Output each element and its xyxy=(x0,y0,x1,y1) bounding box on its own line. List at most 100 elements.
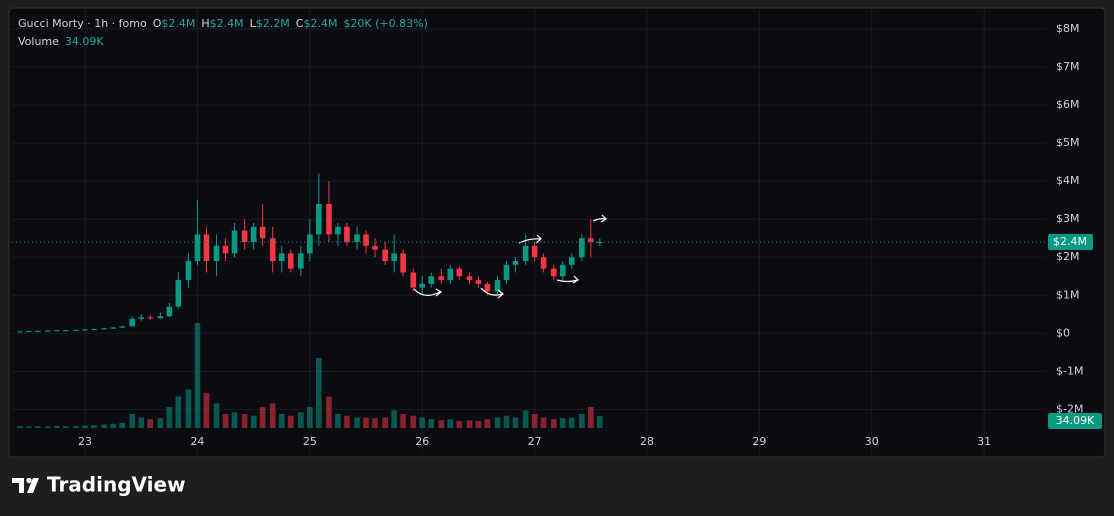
candle-body xyxy=(157,316,164,319)
candle-body xyxy=(269,238,276,262)
volume-bar xyxy=(175,396,182,428)
volume-bar xyxy=(466,420,473,428)
volume-bar xyxy=(335,414,341,428)
candle-body xyxy=(110,327,116,329)
volume-bar xyxy=(241,414,248,428)
volume-bar xyxy=(231,412,238,428)
candle-body xyxy=(540,257,547,269)
legend-value: $2.4M xyxy=(303,17,337,30)
candle-body xyxy=(45,330,51,332)
volume-bar xyxy=(119,422,125,428)
x-tick-label: 31 xyxy=(977,435,991,448)
volume-bar xyxy=(63,426,69,428)
volume-bar xyxy=(110,423,116,428)
candle-body xyxy=(550,268,557,277)
y-tick-label: $4M xyxy=(1056,174,1080,187)
volume-bar xyxy=(54,425,60,428)
volume-bar xyxy=(166,407,173,428)
arrow-head xyxy=(497,289,504,299)
volume-bar xyxy=(475,421,482,428)
candle-body xyxy=(82,329,88,331)
volume-bar xyxy=(344,415,350,428)
legend-title: Gucci Morty · 1h · fomo xyxy=(18,17,147,30)
candle-body xyxy=(391,253,397,262)
candle-body xyxy=(91,329,97,331)
candle-body xyxy=(213,245,220,262)
logo-shape xyxy=(27,478,39,493)
volume-bar xyxy=(503,415,510,428)
volume-bar xyxy=(550,419,557,428)
candle-body xyxy=(447,268,454,281)
volume-bar xyxy=(129,414,136,428)
volume-bar xyxy=(438,420,445,428)
volume-bar xyxy=(194,323,201,428)
volume-bar xyxy=(213,403,220,428)
volume-bar xyxy=(138,417,145,428)
y-tick-label: $1M xyxy=(1056,288,1080,301)
arrow-head xyxy=(600,214,607,223)
volume-bar xyxy=(45,426,51,428)
volume-bar xyxy=(316,358,322,428)
volume-bar xyxy=(259,407,266,428)
candle-body xyxy=(175,280,182,307)
y-tick-label: $2M xyxy=(1056,250,1080,263)
candle-body xyxy=(119,326,125,328)
arrow xyxy=(480,287,503,296)
legend-label: Volume xyxy=(18,35,59,48)
volume-bar xyxy=(494,417,501,428)
candle-body xyxy=(484,283,491,292)
candle-body xyxy=(419,283,426,288)
volume-bar xyxy=(568,417,575,428)
legend-value: 34.09K xyxy=(65,35,104,48)
volume-bar xyxy=(203,393,210,428)
candle-body xyxy=(475,280,482,284)
candle-body xyxy=(307,234,313,254)
y-tick-label: $-1M xyxy=(1056,364,1083,377)
candle-body xyxy=(147,317,154,319)
candle-body xyxy=(17,331,23,333)
candle-body xyxy=(438,276,445,281)
candle-body xyxy=(428,276,435,284)
candle-body xyxy=(363,234,369,246)
candle-body xyxy=(26,331,32,333)
candle-body xyxy=(522,245,529,262)
volume-badge-label: 34.09K xyxy=(1056,414,1095,427)
volume-bar xyxy=(147,419,154,428)
candle-body xyxy=(531,245,538,258)
volume-bar xyxy=(326,396,332,428)
volume-bar xyxy=(372,418,378,428)
volume-bar xyxy=(35,426,41,428)
chart-panel xyxy=(8,7,1106,458)
volume-bar xyxy=(579,414,585,428)
candle-body xyxy=(101,328,107,330)
x-tick-label: 23 xyxy=(78,435,92,448)
candle-body xyxy=(259,226,266,239)
volume-bar xyxy=(307,407,313,428)
y-tick-label: $8M xyxy=(1056,22,1080,35)
volume-bar xyxy=(596,416,603,428)
candle-body xyxy=(166,306,173,317)
volume-bar xyxy=(531,414,538,428)
x-tick-label: 26 xyxy=(415,435,429,448)
y-tick-label: $6M xyxy=(1056,98,1080,111)
volume-bar xyxy=(157,418,164,428)
last-price-label: $2.4M xyxy=(1053,235,1087,248)
y-tick-label: $5M xyxy=(1056,136,1080,149)
volume-bar xyxy=(354,417,360,428)
volume-bar xyxy=(400,414,406,428)
legend-label: C xyxy=(296,17,304,30)
arrow-head xyxy=(435,288,443,297)
candle-body xyxy=(241,230,248,243)
candle-body xyxy=(579,238,585,258)
candles xyxy=(17,173,603,333)
volume-bar xyxy=(82,425,88,428)
arrow-head xyxy=(535,234,542,244)
logo-shape xyxy=(12,478,24,493)
candle-body xyxy=(222,245,229,254)
candle-body xyxy=(194,234,201,262)
volume-bar xyxy=(540,417,547,428)
volume-bar xyxy=(91,425,97,428)
x-tick-label: 28 xyxy=(640,435,654,448)
candle-body xyxy=(203,234,210,262)
